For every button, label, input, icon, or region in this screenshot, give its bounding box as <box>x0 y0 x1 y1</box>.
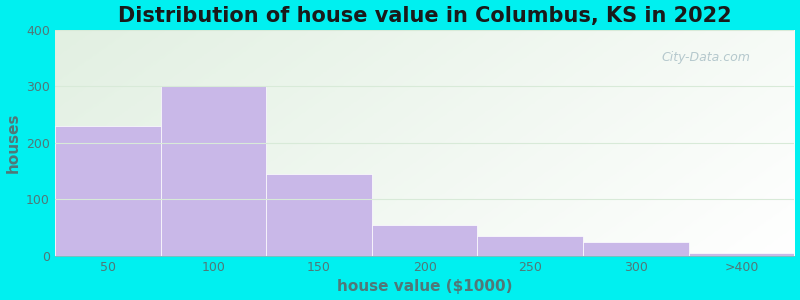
Bar <box>266 174 372 256</box>
X-axis label: house value ($1000): house value ($1000) <box>337 279 512 294</box>
Title: Distribution of house value in Columbus, KS in 2022: Distribution of house value in Columbus,… <box>118 6 731 26</box>
Bar <box>478 236 583 256</box>
Bar <box>161 86 266 256</box>
Bar <box>583 242 689 256</box>
Y-axis label: houses: houses <box>6 113 21 173</box>
Text: City-Data.com: City-Data.com <box>662 50 750 64</box>
Bar <box>55 126 161 256</box>
Bar <box>372 225 478 256</box>
Bar <box>689 253 794 256</box>
